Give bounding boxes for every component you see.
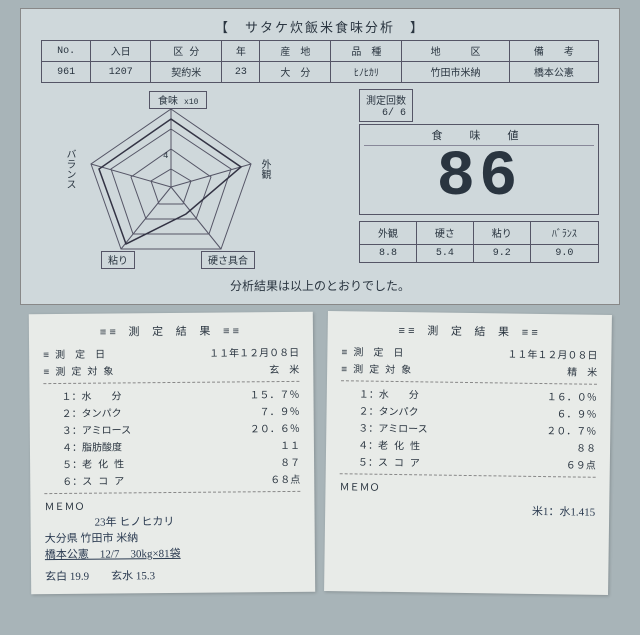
count-val: 6/ 6 xyxy=(366,108,406,119)
receipt-title: ≡≡ 測 定 結 果 ≡≡ xyxy=(342,321,598,341)
r-item-v: ７．９％ xyxy=(260,403,300,419)
sub-th: 外観 xyxy=(360,222,417,245)
receipt-right: ≡≡ 測 定 結 果 ≡≡ ≡ 測 定 日 １１年１２月０８日 ≡ 測 定 対 象… xyxy=(324,311,612,595)
r-item-v: ８７ xyxy=(280,454,300,470)
r-item-l: ２：タンパク xyxy=(62,404,122,421)
td: 1207 xyxy=(91,62,151,83)
r-obj-l: ≡ 測 定 対 象 xyxy=(341,360,411,377)
header-table: No. 入日 区 分 年 産 地 品 種 地 区 備 考 961 1207 契約… xyxy=(41,40,599,83)
score-box: 食 味 値 86 xyxy=(359,124,599,215)
score-panel: 測定回数 6/ 6 食 味 値 86 外観 硬さ 粘り ﾊﾞﾗﾝｽ 8.8 5.… xyxy=(359,89,599,269)
r-item-l: ５：ス コ ア xyxy=(358,453,420,470)
r-item-v: ８８ xyxy=(576,440,596,456)
sub-th: ﾊﾞﾗﾝｽ xyxy=(530,222,598,245)
r-item-l: ２：タンパク xyxy=(358,402,418,419)
r-item-v: ２０．６％ xyxy=(250,420,300,436)
r-item-l: ３：アミロース xyxy=(62,421,131,438)
sub-td: 9.2 xyxy=(473,245,530,263)
r-item-v: ６．９％ xyxy=(556,405,596,422)
r-item-v: ２０．７％ xyxy=(546,422,596,439)
radar-right: 外観 xyxy=(256,159,271,179)
count-box: 測定回数 6/ 6 xyxy=(359,89,413,122)
radar-left: バランス xyxy=(61,149,76,189)
r-date-v: １１年１２月０８日 xyxy=(209,344,299,361)
th: 区 分 xyxy=(151,41,222,62)
r-memo: ＭＥＭＯ xyxy=(339,478,595,498)
r-item-v: ６８点 xyxy=(270,471,300,487)
r-date-l: ≡ 測 定 日 xyxy=(341,343,403,360)
r-item-v: ６９点 xyxy=(566,456,596,472)
hand-text: 橋本公憲 12/7 30kg×81袋 xyxy=(45,544,301,562)
td: 大 分 xyxy=(260,62,331,83)
radar-chart: 食味 x10 外観 硬さ具合 粘り バランス 4 xyxy=(41,89,349,269)
r-item-l: １：水 分 xyxy=(359,385,419,402)
receipt-title: ≡≡ 測 定 結 果 ≡≡ xyxy=(43,322,299,340)
th: 年 xyxy=(222,41,260,62)
sub-th: 硬さ xyxy=(416,222,473,245)
r-item-l: ６：ス コ ア xyxy=(62,472,124,489)
sheet-footer: 分析結果は以上のとおりでした。 xyxy=(41,277,599,294)
th: 品 種 xyxy=(331,41,402,62)
td: 竹田市米納 xyxy=(402,62,509,83)
analysis-sheet: 【 サタケ炊飯米食味分析 】 No. 入日 区 分 年 産 地 品 種 地 区 … xyxy=(20,8,620,305)
th: 入日 xyxy=(91,41,151,62)
td: 橋本公憲 xyxy=(509,62,598,83)
sub-td: 9.0 xyxy=(530,245,598,263)
receipt-left: ≡≡ 測 定 結 果 ≡≡ ≡ 測 定 日 １１年１２月０８日 ≡ 測 定 対 象… xyxy=(29,312,315,594)
r-date-v: １１年１２月０８日 xyxy=(507,346,597,363)
radar-top: 食味 x10 xyxy=(149,91,207,109)
radar-center: 4 xyxy=(163,151,168,161)
sub-td: 8.8 xyxy=(360,245,417,263)
r-obj-v: 精 米 xyxy=(567,363,597,379)
r-item-l: １：水 分 xyxy=(61,387,121,404)
sub-score-table: 外観 硬さ 粘り ﾊﾞﾗﾝｽ 8.8 5.4 9.2 9.0 xyxy=(359,221,599,263)
score-value: 86 xyxy=(364,146,594,210)
td: ﾋﾉﾋｶﾘ xyxy=(331,62,402,83)
radar-svg xyxy=(41,89,301,269)
th: No. xyxy=(42,41,91,62)
r-obj-v: 玄 米 xyxy=(269,361,299,377)
radar-bl: 粘り xyxy=(101,251,135,269)
hand-text: 米1：水1.415 xyxy=(339,500,595,520)
r-item-v: １１ xyxy=(280,437,300,453)
td: 23 xyxy=(222,62,260,83)
hand-text: 23年 ヒノヒカリ xyxy=(95,512,301,530)
sub-th: 粘り xyxy=(473,222,530,245)
r-item-v: １５．７％ xyxy=(249,386,299,402)
r-item-l: ５：老 化 性 xyxy=(62,455,124,472)
r-item-v: １６．０％ xyxy=(547,388,597,405)
th: 産 地 xyxy=(260,41,331,62)
th: 地 区 xyxy=(402,41,509,62)
td: 契約米 xyxy=(151,62,222,83)
r-item-l: ４：老 化 性 xyxy=(358,436,420,453)
r-date-l: ≡ 測 定 日 xyxy=(43,346,105,363)
r-item-l: ４：脂肪酸度 xyxy=(62,438,122,455)
td: 961 xyxy=(42,62,91,83)
r-item-l: ３：アミロース xyxy=(358,419,428,436)
r-obj-l: ≡ 測 定 対 象 xyxy=(43,363,113,380)
sheet-title: 【 サタケ炊飯米食味分析 】 xyxy=(41,17,599,36)
radar-br: 硬さ具合 xyxy=(201,251,255,269)
th: 備 考 xyxy=(509,41,598,62)
hand-text: 玄白 19.9 玄水 15.3 xyxy=(45,566,301,584)
sub-td: 5.4 xyxy=(416,245,473,263)
count-label: 測定回数 xyxy=(366,92,406,108)
